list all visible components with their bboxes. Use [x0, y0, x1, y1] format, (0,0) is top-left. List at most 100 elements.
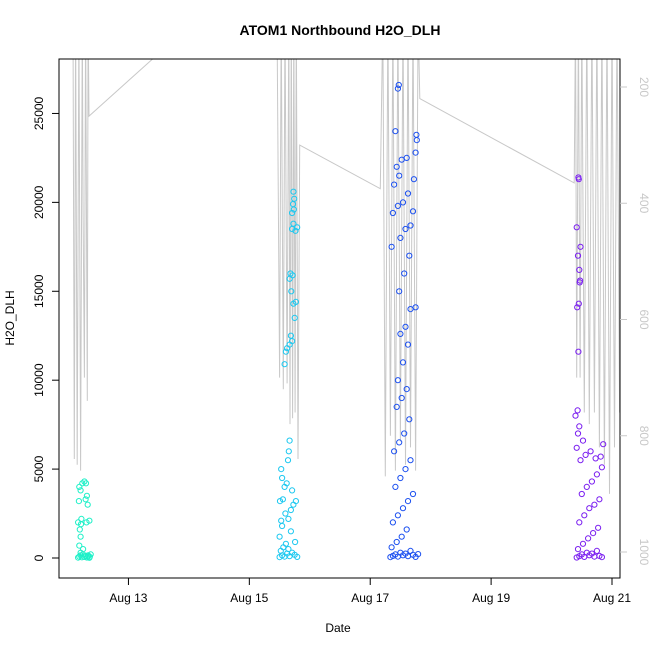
- data-point: [287, 528, 294, 535]
- data-point: [587, 448, 594, 455]
- pressure-profile-line: [72, 59, 620, 494]
- data-point: [287, 506, 294, 514]
- x-tick-label: Aug 13: [109, 591, 147, 605]
- data-point: [575, 348, 582, 355]
- data-point: [389, 209, 396, 217]
- data-point: [396, 172, 403, 179]
- data-point: [282, 540, 289, 547]
- data-point: [573, 444, 580, 451]
- data-point: [401, 430, 408, 437]
- data-point: [392, 128, 399, 135]
- data-point: [85, 552, 92, 559]
- data-point: [393, 163, 400, 170]
- data-point: [282, 510, 289, 517]
- data-point: [292, 227, 299, 234]
- data-point: [394, 377, 401, 384]
- data-point: [592, 455, 599, 462]
- data-point: [282, 348, 289, 355]
- data-point: [87, 551, 94, 558]
- data-point: [596, 496, 603, 503]
- x-tick-label: Aug 19: [472, 591, 510, 605]
- data-point: [403, 386, 410, 393]
- data-point: [80, 546, 87, 553]
- data-point: [77, 533, 84, 540]
- data-point: [75, 519, 82, 526]
- y-axis-label: H2O_DLH: [3, 290, 17, 345]
- y2-tick-label: 600: [637, 309, 650, 329]
- data-point: [396, 288, 403, 295]
- data-point: [407, 457, 414, 464]
- data-point: [397, 234, 404, 241]
- data-point: [76, 483, 83, 490]
- data-point: [574, 304, 581, 311]
- data-point: [391, 448, 398, 455]
- plot-area: [72, 59, 620, 561]
- data-point: [593, 471, 601, 478]
- data-point: [410, 176, 417, 183]
- data-point: [406, 252, 413, 259]
- data-point: [576, 266, 583, 273]
- data-point: [284, 457, 292, 464]
- data-point: [577, 243, 584, 250]
- data-point: [283, 480, 290, 487]
- data-point: [391, 181, 398, 188]
- data-point: [399, 505, 407, 512]
- data-point: [394, 202, 401, 209]
- y2-tick-label: 200: [637, 77, 650, 97]
- data-point: [413, 137, 420, 144]
- data-point: [404, 341, 412, 348]
- data-point: [285, 515, 292, 523]
- data-point: [574, 407, 581, 414]
- data-point: [82, 496, 89, 503]
- data-point: [585, 535, 592, 542]
- data-point: [576, 519, 583, 526]
- y2-tick-label: 800: [637, 426, 650, 446]
- data-point: [77, 487, 84, 494]
- data-point: [412, 304, 419, 311]
- chart-title: ATOM1 Northbound H2O_DLH: [240, 22, 441, 38]
- data-point: [397, 474, 404, 482]
- data-point: [415, 551, 422, 558]
- series-1: [75, 478, 94, 561]
- x-tick-label: Aug 17: [351, 591, 389, 605]
- data-point: [393, 538, 400, 546]
- data-point: [76, 542, 83, 549]
- y-tick-label: 15000: [32, 274, 46, 308]
- data-point: [290, 188, 297, 195]
- data-point: [402, 225, 409, 233]
- data-point: [574, 252, 582, 259]
- data-point: [574, 546, 582, 553]
- data-point: [75, 498, 83, 505]
- series-3: [387, 81, 422, 561]
- data-point: [591, 501, 598, 508]
- data-point: [406, 416, 413, 423]
- x-tick-label: Aug 15: [230, 591, 268, 605]
- data-point: [86, 517, 93, 524]
- y-tick-label: 20000: [32, 185, 46, 219]
- data-point: [573, 224, 580, 231]
- data-point: [279, 474, 286, 482]
- data-point: [403, 526, 410, 533]
- data-point: [388, 243, 395, 250]
- data-point: [402, 466, 409, 473]
- y2-tick-label: 1000: [637, 539, 650, 566]
- data-point: [291, 314, 298, 321]
- data-point: [588, 478, 596, 485]
- data-point: [598, 464, 606, 471]
- data-point: [294, 224, 301, 231]
- y-tick-label: 5000: [32, 455, 46, 482]
- data-point: [409, 208, 417, 215]
- data-point: [407, 222, 414, 229]
- data-point: [412, 149, 419, 156]
- series-2: [276, 188, 301, 561]
- data-point: [276, 533, 283, 540]
- y-tick-label: 25000: [32, 96, 46, 130]
- data-point: [597, 453, 604, 460]
- data-point: [598, 554, 606, 561]
- data-point: [586, 505, 593, 512]
- data-point: [76, 526, 83, 533]
- data-point: [397, 330, 404, 337]
- y-tick-label: 0: [32, 554, 46, 561]
- y2-axis: 200 400 600 800 1000: [620, 77, 650, 566]
